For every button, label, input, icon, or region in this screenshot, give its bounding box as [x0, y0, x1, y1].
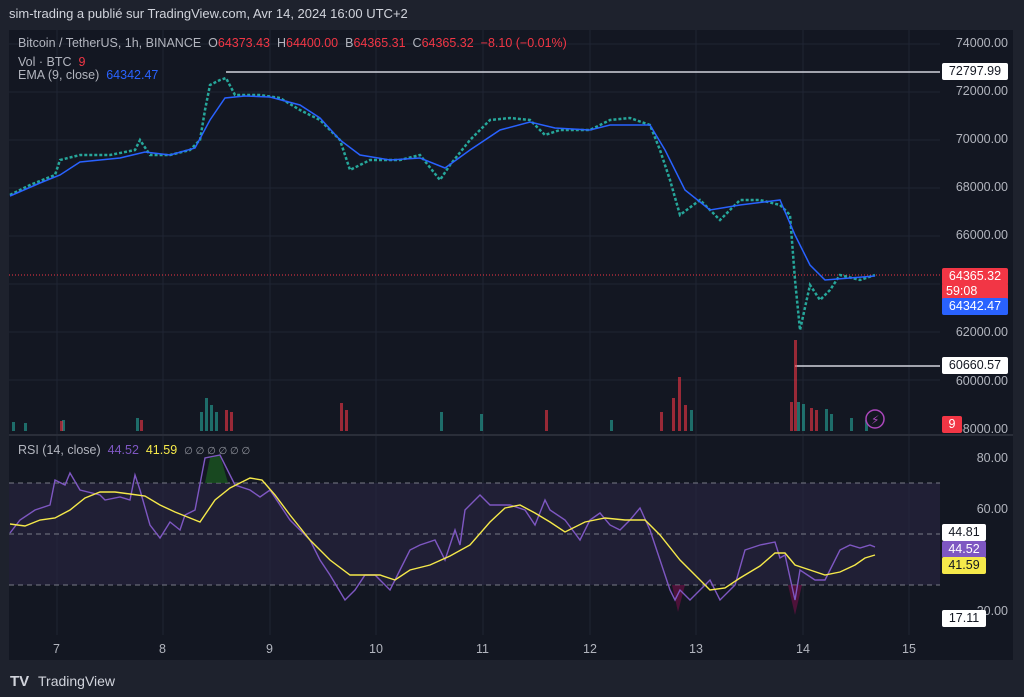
rsi-upper-tag: 44.81 — [942, 524, 986, 541]
symbol-label[interactable]: Bitcoin / TetherUS, 1h, BINANCE — [18, 36, 202, 50]
price-tick: 58000.00 — [955, 422, 1008, 436]
price-tick: 72000.00 — [955, 84, 1008, 98]
rsi-tick: 60.00 — [976, 502, 1008, 516]
lightning-icon — [865, 409, 885, 429]
volume-legend[interactable]: Vol · BTC 9 — [18, 55, 86, 69]
low-price-tag: 60660.57 — [942, 357, 1008, 374]
time-tick: 11 — [476, 642, 489, 656]
rsi-lower-tag: 17.11 — [942, 610, 986, 627]
rsi-ma-tag: 41.59 — [942, 557, 986, 574]
high-value: 64400.00 — [286, 36, 339, 50]
na-values: ∅ ∅ ∅ ∅ ∅ ∅ — [184, 446, 251, 457]
rsi-value: 44.52 — [107, 443, 139, 457]
open-value: 64373.43 — [217, 36, 271, 50]
time-tick: 9 — [266, 642, 273, 656]
price-tick: 74000.00 — [955, 36, 1008, 50]
price-tick: 60000.00 — [955, 374, 1008, 388]
rsi-ma-value: 41.59 — [145, 443, 178, 457]
main-legend: Bitcoin / TetherUS, 1h, BINANCE O64373.4… — [18, 36, 567, 50]
last-price-tag: 64365.32 — [942, 268, 1008, 285]
brand-logo[interactable]: TradingView — [10, 673, 115, 689]
rsi-legend[interactable]: RSI (14, close) 44.52 41.59 ∅ ∅ ∅ ∅ ∅ ∅ — [18, 443, 251, 457]
high-price-tag: 72797.99 — [942, 63, 1008, 80]
time-tick: 12 — [583, 642, 597, 656]
price-tick: 70000.00 — [955, 132, 1008, 146]
time-tick: 15 — [902, 642, 916, 656]
price-tick: 68000.00 — [955, 180, 1008, 194]
time-tick: 8 — [159, 642, 166, 656]
time-tick: 14 — [796, 642, 810, 656]
volume-tag: 9 — [942, 416, 962, 433]
rsi-value-tag: 44.52 — [942, 541, 986, 558]
tradingview-logo-icon: TV — [10, 673, 29, 690]
ema-legend[interactable]: EMA (9, close) 64342.47 — [18, 68, 159, 82]
time-tick: 10 — [369, 642, 383, 656]
ema-price-tag: 64342.47 — [942, 298, 1008, 315]
volume-value: 9 — [78, 55, 86, 69]
price-tick: 62000.00 — [955, 325, 1008, 339]
rsi-tick: 80.00 — [976, 451, 1008, 465]
low-value: 64365.31 — [353, 36, 406, 50]
time-tick: 13 — [689, 642, 703, 656]
publish-line: sim-trading a publié sur TradingView.com… — [9, 6, 408, 21]
close-value: 64365.32 — [421, 36, 474, 50]
ema-value: 64342.47 — [106, 68, 159, 82]
price-tick: 66000.00 — [955, 228, 1008, 242]
bar-countdown: 59:08 — [942, 283, 1008, 300]
svg-text:⚡: ⚡ — [871, 413, 879, 427]
brand-name: TradingView — [38, 673, 116, 689]
change-value: −8.10 (−0.01%) — [480, 36, 567, 50]
time-tick: 7 — [53, 642, 60, 656]
